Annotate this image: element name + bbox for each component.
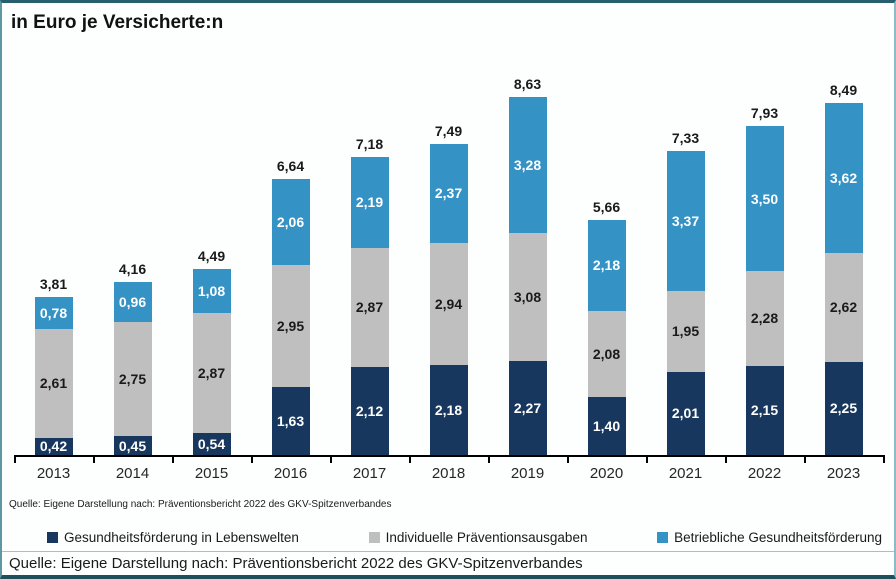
bar-segment: 2,19	[350, 157, 389, 248]
bar-segment: 2,08	[587, 310, 626, 397]
bar-segment: 1,08	[192, 268, 231, 314]
x-axis-category-label: 2018	[431, 465, 466, 482]
bar-total-label: 7,49	[434, 123, 463, 140]
legend-item: Gesundheitsförderung in Lebenswelten	[47, 530, 299, 545]
bar-segment: 0,45	[113, 436, 152, 455]
bar-segment: 2,28	[745, 271, 784, 366]
legend-swatch-icon	[657, 531, 669, 543]
bar-total-label: 8,63	[513, 75, 542, 92]
bar-total-label: 8,49	[829, 81, 858, 98]
stacked-bar-plot: 0,42 2,61 0,78 3,81 2013 0,45 2,75 0,96 4,16 2014…	[2, 3, 894, 575]
bar-segment: 0,96	[113, 282, 152, 323]
bar-segment: 2,18	[429, 364, 468, 455]
chart-title: in Euro je Versicherte:n	[11, 12, 224, 33]
bar-total-label: 4,16	[118, 261, 147, 278]
x-axis-tick	[804, 455, 806, 463]
x-axis-tick	[488, 455, 490, 463]
bar-segment: 2,94	[429, 242, 468, 365]
x-axis-line	[14, 455, 883, 457]
x-axis-category-label: 2015	[194, 465, 229, 482]
x-axis-tick	[330, 455, 332, 463]
legend-label: Gesundheitsförderung in Lebenswelten	[64, 529, 299, 545]
bar-segment: 2,95	[271, 264, 310, 388]
bar-total-label: 7,33	[671, 129, 700, 146]
x-axis-tick	[172, 455, 174, 463]
legend-item: Individuelle Präventionsausgaben	[368, 529, 588, 545]
bar-segment: 3,50	[745, 125, 784, 272]
bar-segment: 2,87	[192, 313, 231, 433]
x-axis-category-label: 2019	[510, 465, 545, 482]
bar-segment: 2,27	[508, 360, 547, 455]
x-axis-tick	[567, 455, 569, 463]
x-axis-category-label: 2021	[668, 465, 703, 482]
bar-total-label: 6,64	[276, 158, 305, 175]
bar-segment: 0,42	[34, 437, 73, 455]
bar-segment: 0,54	[192, 432, 231, 455]
x-axis-tick	[93, 455, 95, 463]
bar-segment: 3,28	[508, 96, 547, 233]
bar-segment: 3,62	[824, 102, 863, 253]
legend-label: Betriebliche Gesundheitsförderung	[674, 529, 882, 545]
bar-segment: 3,08	[508, 232, 547, 361]
x-axis-tick	[14, 455, 16, 463]
bar-segment: 2,87	[350, 247, 389, 367]
x-axis-tick	[725, 455, 727, 463]
bar-segment: 0,78	[34, 296, 73, 330]
bar-segment: 2,01	[666, 371, 705, 455]
x-axis-tick	[409, 455, 411, 463]
source-note-footer: Quelle: Eigene Darstellung nach: Prävent…	[9, 555, 583, 572]
x-axis-category-label: 2022	[747, 465, 782, 482]
bar-segment: 3,37	[666, 150, 705, 291]
bar-segment: 1,95	[666, 290, 705, 372]
bar-total-label: 7,93	[750, 104, 779, 121]
x-axis-tick	[251, 455, 253, 463]
x-axis-category-label: 2020	[589, 465, 624, 482]
x-axis-category-label: 2013	[36, 465, 71, 482]
source-note-small: Quelle: Eigene Darstellung nach: Prävent…	[9, 499, 392, 510]
x-axis-category-label: 2023	[826, 465, 861, 482]
x-axis-tick	[883, 455, 885, 463]
bar-segment: 2,37	[429, 144, 468, 243]
bar-total-label: 5,66	[592, 199, 621, 216]
bar-segment: 1,63	[271, 387, 310, 455]
bar-segment: 2,06	[271, 179, 310, 265]
bar-segment: 2,25	[824, 361, 863, 455]
bar-segment: 2,62	[824, 252, 863, 362]
legend-label: Individuelle Präventionsausgaben	[385, 529, 588, 545]
legend-swatch-icon	[47, 531, 58, 543]
bar-segment: 2,61	[34, 329, 73, 438]
footer-divider	[2, 551, 894, 552]
legend-swatch-icon	[368, 531, 380, 543]
bar-segment: 2,75	[113, 322, 152, 437]
bar-segment: 2,15	[745, 365, 784, 455]
x-axis-category-label: 2016	[273, 465, 308, 482]
bar-total-label: 7,18	[355, 136, 384, 153]
bar-segment: 2,18	[587, 220, 626, 311]
chart-legend: Gesundheitsförderung in Lebenswelten Indi…	[47, 527, 882, 547]
bar-segment: 1,40	[587, 396, 626, 455]
x-axis-category-label: 2014	[115, 465, 150, 482]
bar-total-label: 3,81	[39, 275, 68, 292]
legend-item: Betriebliche Gesundheitsförderung	[657, 530, 882, 545]
x-axis-tick	[646, 455, 648, 463]
x-axis-category-label: 2017	[352, 465, 387, 482]
bar-total-label: 4,49	[197, 247, 226, 264]
bar-segment: 2,12	[350, 367, 389, 455]
